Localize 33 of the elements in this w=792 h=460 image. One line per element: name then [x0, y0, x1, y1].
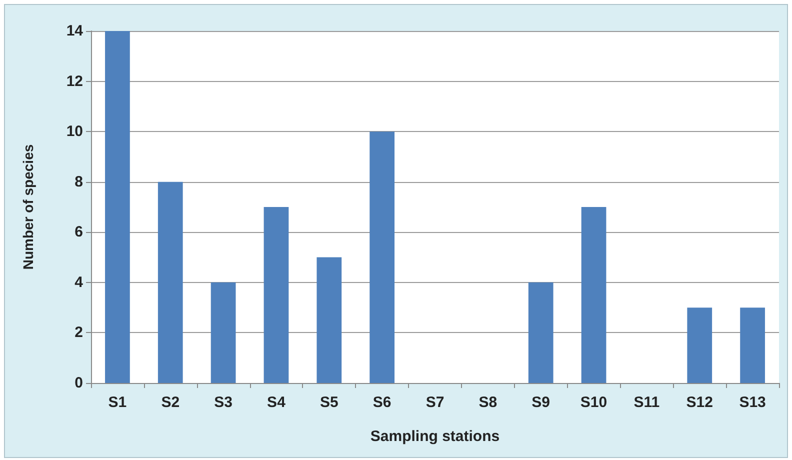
y-tick-label: 6	[74, 224, 83, 241]
bar	[581, 207, 606, 383]
x-tick-label: S9	[532, 394, 550, 411]
x-tick-label: S7	[426, 394, 444, 411]
x-tick-label: S5	[320, 394, 338, 411]
x-tick-label: S10	[580, 394, 608, 411]
x-axis-title: Sampling stations	[370, 428, 500, 445]
x-tick-label: S4	[267, 394, 286, 411]
x-tick-label: S1	[108, 394, 127, 411]
y-tick-label: 10	[66, 123, 83, 140]
bar	[316, 257, 342, 383]
x-tick-label: S11	[634, 394, 660, 411]
x-tick-label: S3	[214, 394, 232, 411]
x-tick-label: S13	[739, 394, 766, 411]
y-tick-label: 14	[66, 22, 84, 40]
y-tick-label: 8	[74, 173, 83, 190]
bar	[158, 182, 183, 383]
bar	[210, 282, 236, 383]
bar	[528, 282, 554, 383]
bar	[264, 207, 289, 383]
bar	[370, 132, 395, 383]
y-tick-label: 12	[66, 72, 83, 90]
bar	[687, 308, 712, 383]
x-tick-label: S8	[478, 394, 498, 411]
y-tick-label: 2	[74, 324, 83, 342]
y-axis-title: Number of species	[20, 144, 36, 270]
y-tick-label: 4	[74, 274, 84, 291]
x-tick-label: S2	[161, 394, 180, 411]
y-tick-label: 0	[74, 374, 83, 392]
x-tick-label: S6	[372, 394, 392, 411]
bar	[105, 31, 130, 383]
bar	[740, 308, 765, 383]
x-tick-label: S12	[686, 394, 713, 411]
